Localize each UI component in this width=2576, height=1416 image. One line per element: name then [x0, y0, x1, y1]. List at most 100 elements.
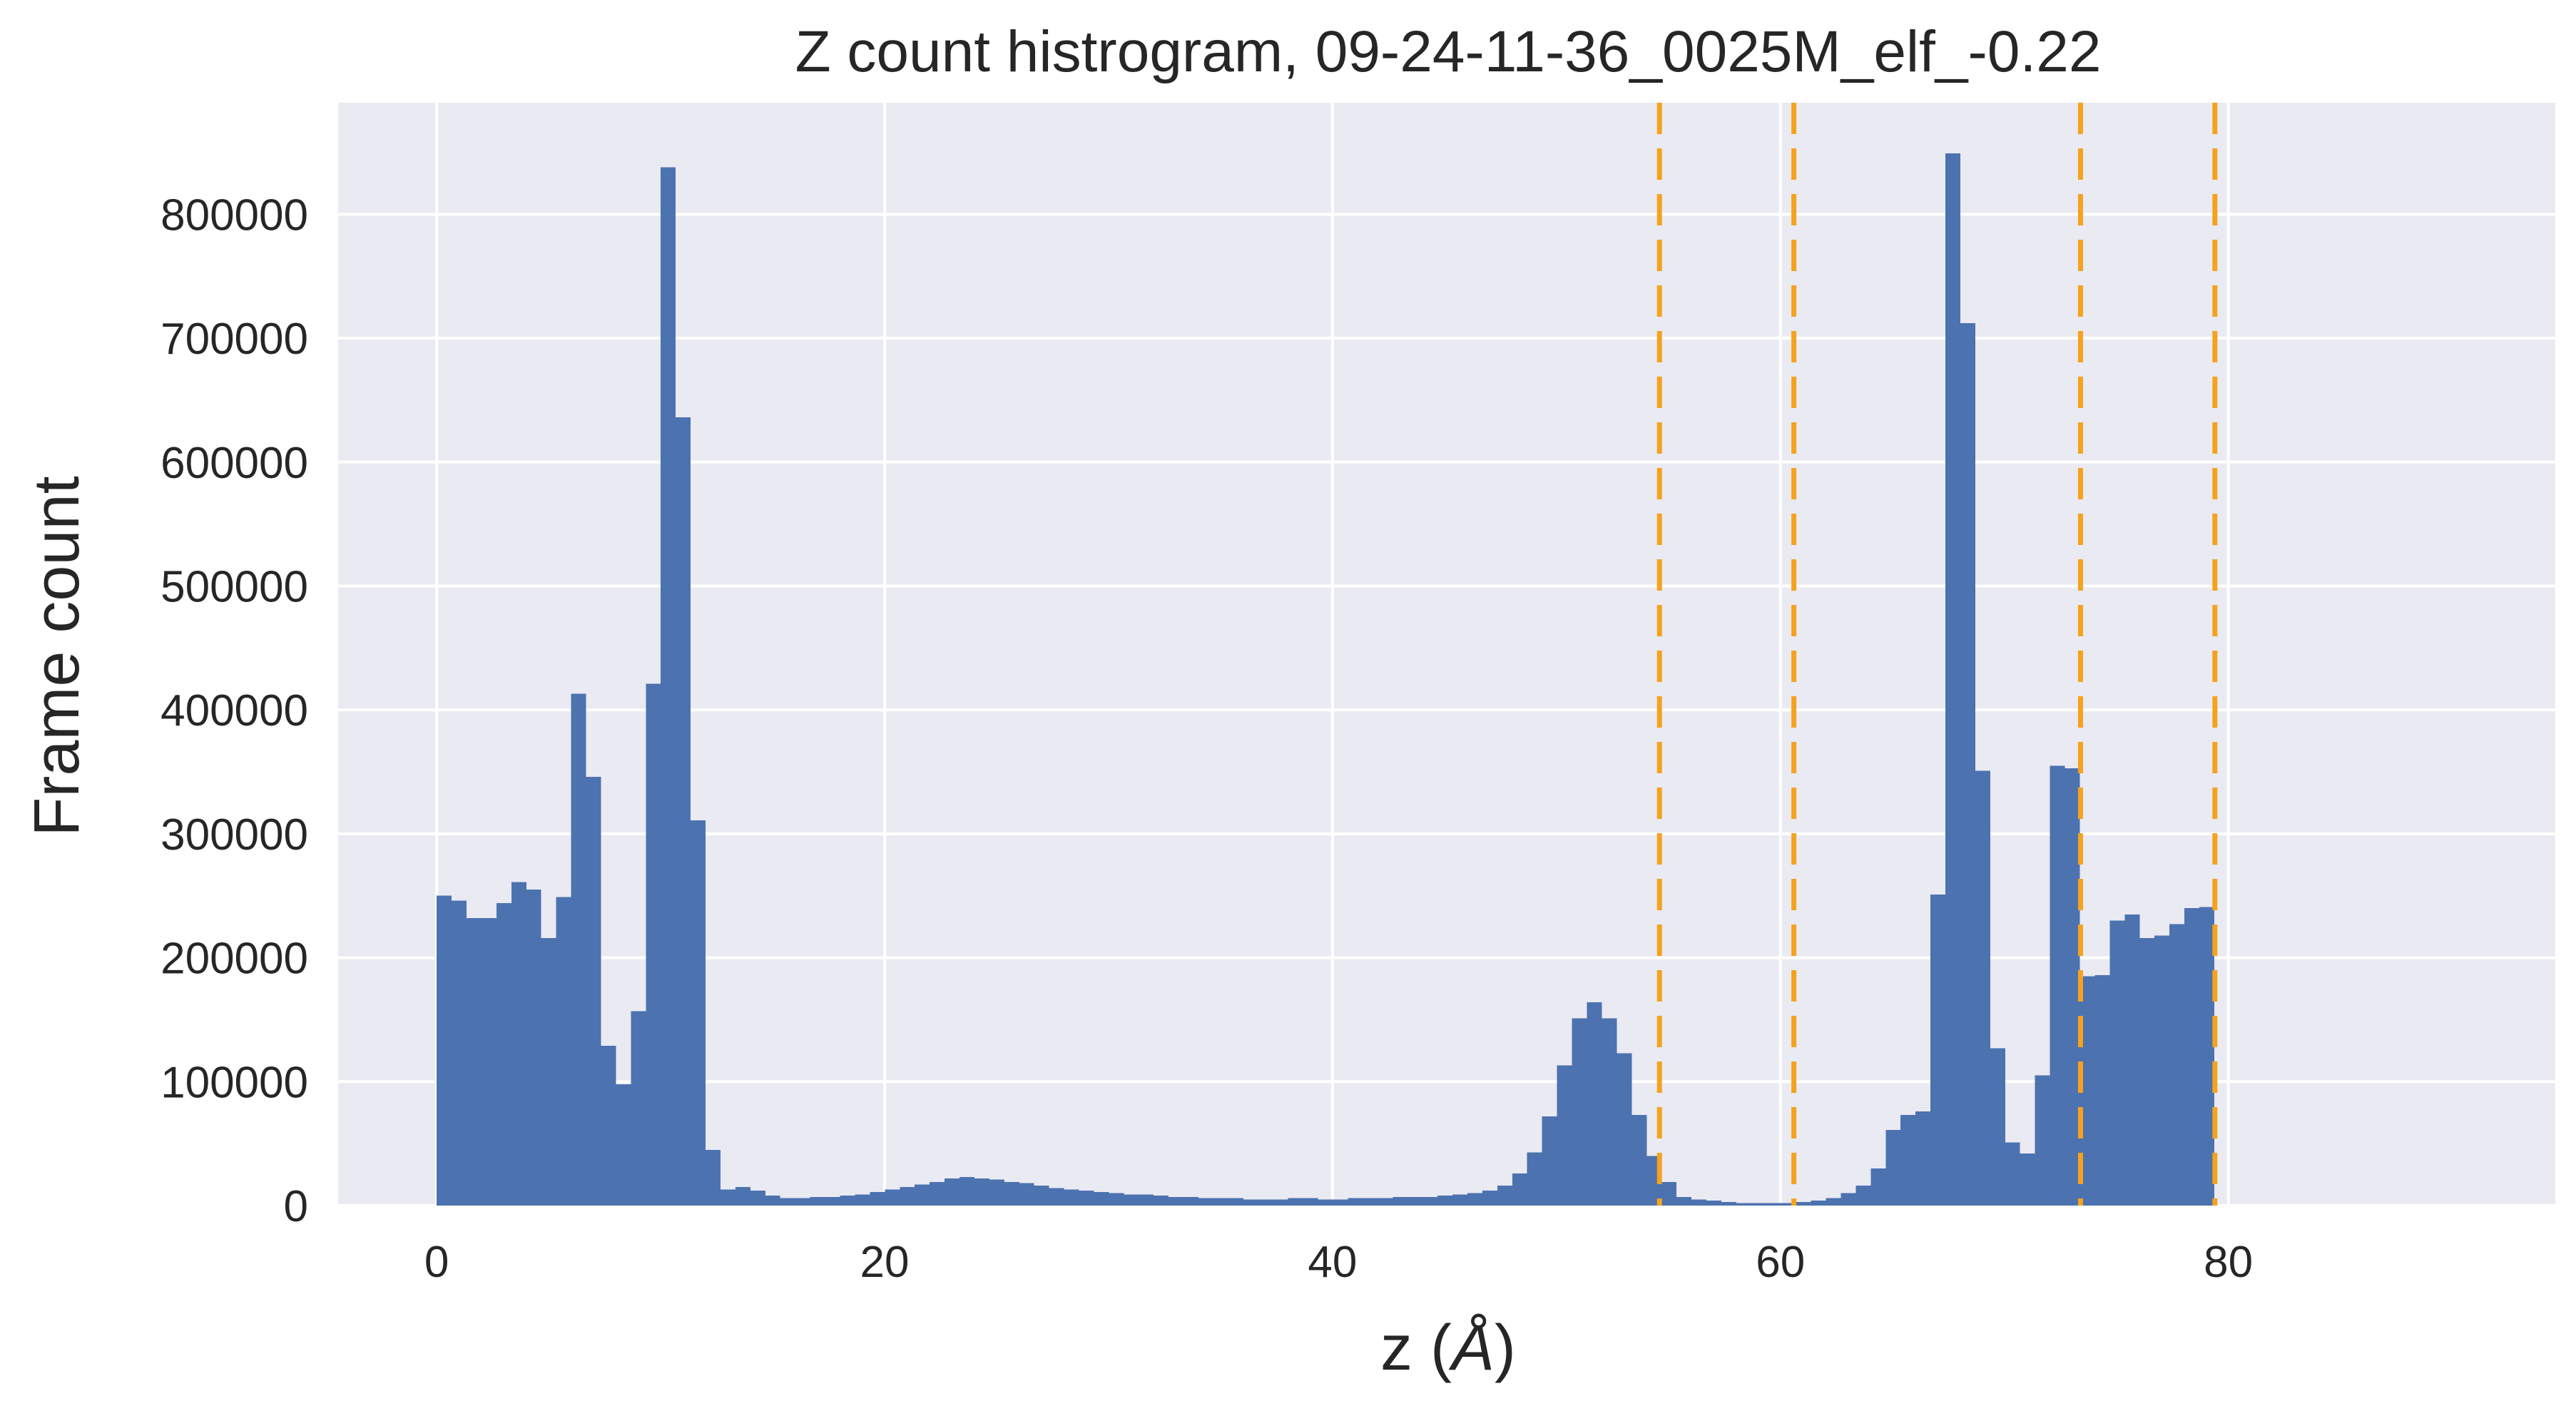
histogram-bar: [556, 897, 571, 1206]
histogram-bar: [2050, 765, 2065, 1206]
histogram-bar: [601, 1045, 616, 1206]
histogram-bar: [1855, 1186, 1871, 1206]
histogram-bar: [930, 1181, 945, 1206]
histogram-bar: [1094, 1191, 1109, 1206]
histogram-bar: [2109, 920, 2125, 1206]
histogram-bar: [1467, 1193, 1482, 1206]
histogram-bar: [661, 167, 676, 1206]
x-axis-label: z (Å): [1380, 1313, 1516, 1384]
histogram-bar: [1676, 1196, 1692, 1206]
histogram-bar: [1497, 1186, 1512, 1206]
histogram-bar: [1258, 1199, 1273, 1206]
histogram-bar: [1512, 1173, 1527, 1206]
histogram-bar: [1393, 1196, 1408, 1206]
histogram-bar: [1407, 1196, 1423, 1206]
histogram-bar: [1691, 1199, 1707, 1206]
y-tick-label: 400000: [161, 686, 308, 735]
histogram-bar: [1452, 1194, 1467, 1206]
histogram-bar: [915, 1184, 930, 1206]
histogram-bar: [1363, 1198, 1378, 1206]
histogram-bar: [1766, 1203, 1781, 1206]
histogram-bar: [1333, 1199, 1348, 1206]
histogram-bar: [1736, 1203, 1751, 1206]
histogram-bar: [496, 903, 511, 1206]
x-tick-label: 0: [424, 1238, 449, 1287]
histogram-bar: [1079, 1191, 1094, 1206]
y-tick-label: 500000: [161, 562, 308, 611]
histogram-bar: [1557, 1065, 1572, 1206]
histogram-bar: [481, 917, 497, 1206]
histogram-bar: [452, 900, 467, 1206]
histogram-bar: [1422, 1196, 1438, 1206]
histogram-bar: [1213, 1198, 1228, 1206]
y-axis-label: Frame count: [21, 476, 93, 836]
histogram-bar: [855, 1194, 870, 1206]
histogram-bar: [467, 917, 482, 1206]
histogram-bar: [989, 1179, 1004, 1206]
histogram-bar: [2184, 908, 2200, 1206]
histogram-bar: [571, 693, 586, 1206]
histogram-bar: [1915, 1111, 1931, 1206]
histogram-bar: [720, 1189, 735, 1206]
x-tick-label: 20: [860, 1238, 910, 1287]
histogram-bar: [1527, 1152, 1542, 1206]
histogram-bar: [586, 776, 601, 1206]
histogram-bar: [1064, 1189, 1079, 1206]
histogram-bar: [810, 1196, 825, 1206]
histogram-bar: [1049, 1188, 1064, 1206]
histogram-bar: [2199, 907, 2214, 1206]
histogram-bar: [959, 1177, 974, 1206]
y-tick-label: 300000: [161, 810, 308, 860]
y-tick-label: 200000: [161, 934, 308, 984]
histogram-bar: [2139, 937, 2155, 1206]
histogram-bar: [2065, 768, 2080, 1206]
histogram-bar: [1183, 1196, 1199, 1206]
histogram-bar: [1602, 1018, 1617, 1206]
histogram-bar: [1198, 1198, 1214, 1206]
histogram-bar: [2035, 1075, 2050, 1206]
histogram-bar: [2169, 924, 2185, 1206]
histogram-bar: [765, 1196, 780, 1206]
histogram-bar: [735, 1186, 750, 1206]
histogram-bar: [780, 1198, 795, 1206]
y-tick-label: 600000: [161, 439, 308, 488]
histogram-bar: [2020, 1153, 2035, 1206]
histogram-bar: [1885, 1130, 1901, 1206]
histogram-bar: [1288, 1198, 1303, 1206]
histogram-bar: [1482, 1191, 1497, 1206]
histogram-bar: [1811, 1201, 1826, 1206]
histogram-bar: [1945, 153, 1960, 1206]
histogram-bar: [1826, 1198, 1841, 1206]
histogram-bar: [1617, 1053, 1632, 1206]
histogram-bar: [870, 1191, 885, 1206]
x-tick-label: 80: [2204, 1238, 2253, 1287]
histogram-bar: [1841, 1193, 1856, 1206]
x-axis-ticks: 0 20 40 60 80: [424, 1238, 2253, 1287]
y-tick-label: 800000: [161, 190, 308, 240]
histogram-bar: [1019, 1183, 1034, 1206]
histogram-bar: [1930, 894, 1946, 1206]
histogram-bar: [885, 1189, 900, 1206]
histogram-bar: [1900, 1115, 1916, 1206]
histogram-bar: [1437, 1196, 1453, 1206]
histogram-bar: [1273, 1199, 1288, 1206]
histogram-bar: [1378, 1198, 1393, 1206]
histogram-bar: [1661, 1181, 1677, 1206]
histogram-bar: [706, 1149, 721, 1206]
histogram-bar: [825, 1196, 840, 1206]
histogram-bar: [1572, 1018, 1587, 1206]
histogram-bar: [1348, 1198, 1363, 1206]
histogram-bar: [750, 1191, 765, 1206]
marker-lines: [1656, 103, 2218, 1206]
histogram-bar: [1796, 1201, 1811, 1206]
y-axis-ticks: 0 100000 200000 300000 400000 500000 600000 700…: [161, 190, 308, 1231]
histogram-bar: [1542, 1116, 1557, 1206]
histogram-bar: [1631, 1115, 1647, 1206]
histogram-bar: [2079, 976, 2095, 1206]
x-tick-label: 40: [1308, 1238, 1357, 1287]
histogram-bar: [2154, 935, 2170, 1206]
histogram-bar: [541, 937, 556, 1206]
histogram-bar: [437, 895, 452, 1206]
histogram-bar: [691, 820, 706, 1206]
